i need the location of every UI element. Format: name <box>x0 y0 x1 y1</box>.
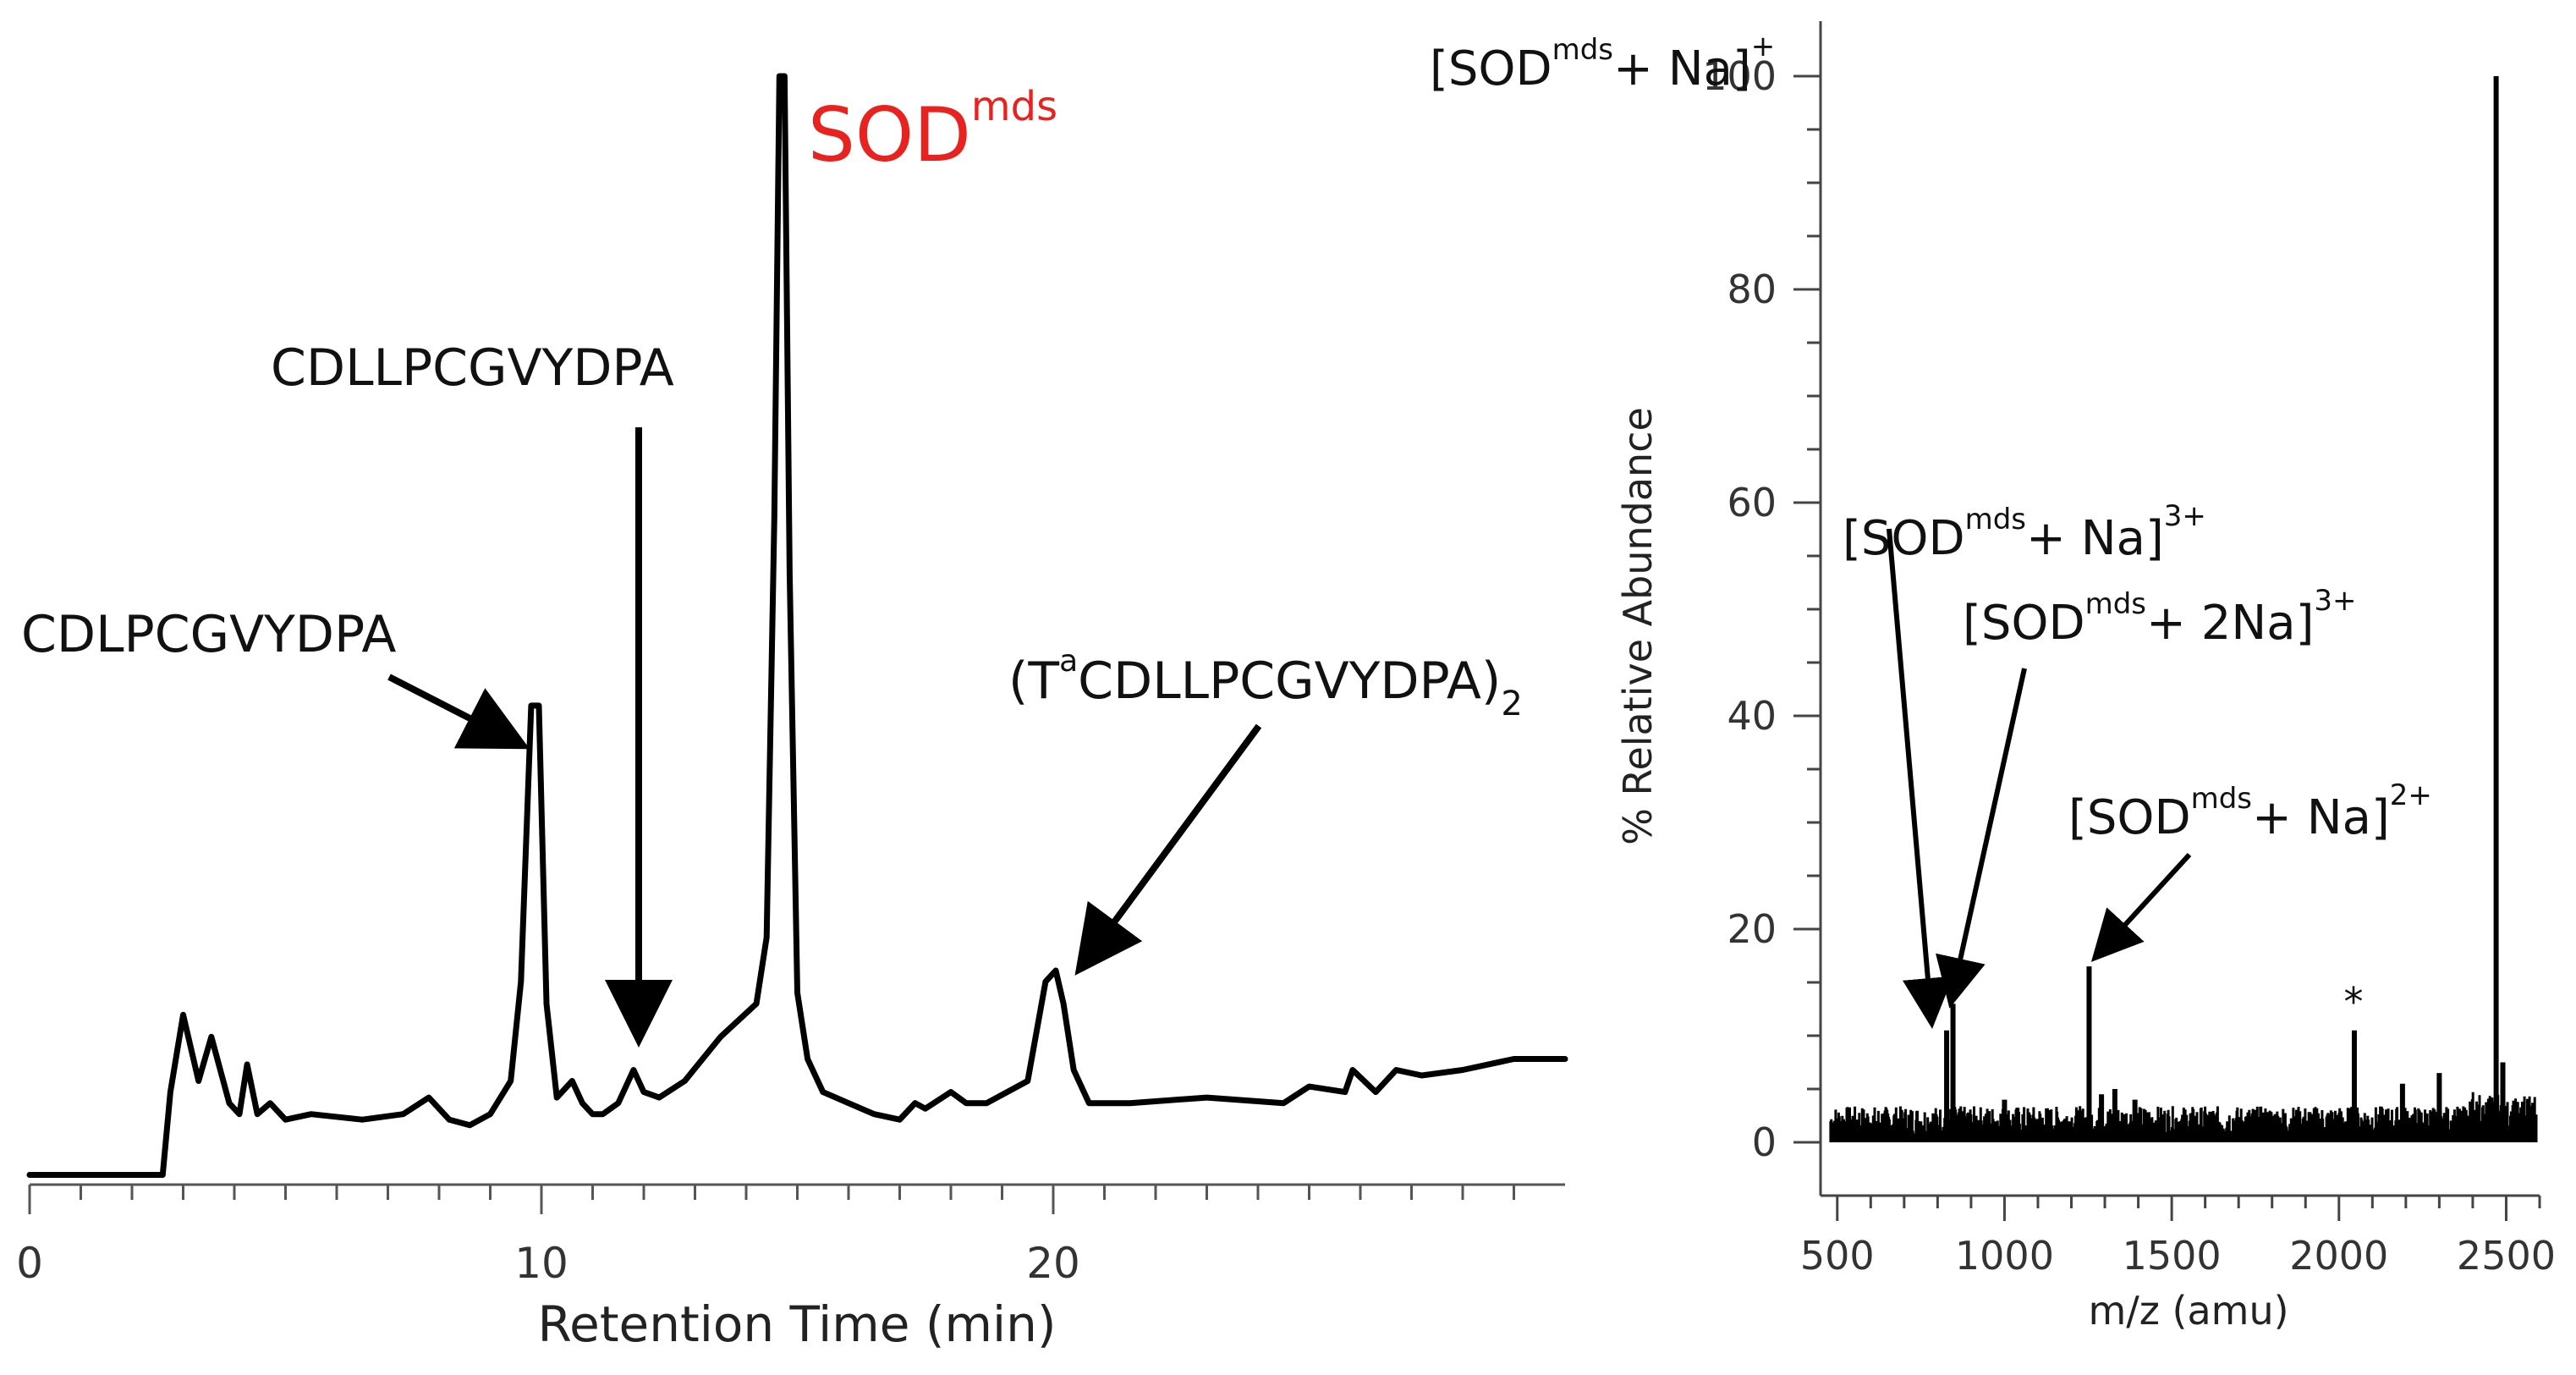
asterisk-marker: * <box>2344 979 2364 1025</box>
ann-3-sup: mds <box>2191 782 2252 816</box>
ms-y-tick-label: 100 <box>1702 53 1777 99</box>
lc-chromatogram-trace <box>26 73 1568 1178</box>
ms-x-tick-label: 500 <box>1800 1233 1875 1279</box>
ann-2-sup: mds <box>2085 587 2146 621</box>
lc-tick-label: 0 <box>16 1239 43 1288</box>
ms-y-axis-title: % Relative Abundance <box>1615 407 1661 845</box>
ann-3-tail: + Na] <box>2252 790 2390 845</box>
dimer-prefix: (T <box>1008 652 1059 711</box>
annotation-sod-na-plus: [SODmds+ Na]+ <box>1430 30 1775 96</box>
ms-x-ticks: 500 1000 1500 2000 2500 <box>1800 1196 2556 1279</box>
ms-x-tick-label: 2500 <box>2457 1233 2556 1279</box>
ann-1-charge: 3+ <box>2164 499 2206 533</box>
ann-0-charge: + <box>1751 30 1776 63</box>
ann-2-charge: 3+ <box>2314 584 2356 618</box>
dimer-body: CDLLPCGVYDPA) <box>1078 652 1501 711</box>
peak-label-cdllpcgvydpa: CDLLPCGVYDPA <box>271 338 674 398</box>
dimer-subscript: 2 <box>1501 685 1522 723</box>
ms-y-tick-label: 0 <box>1752 1119 1777 1165</box>
ms-noise-trace <box>1829 1092 2538 1142</box>
lc-tick-label: 20 <box>1026 1239 1080 1288</box>
ms-y-tick-label: 40 <box>1727 693 1777 739</box>
ann-1-tail: + Na] <box>2026 511 2164 566</box>
lc-tick-label: 10 <box>514 1239 568 1288</box>
ms-x-tick-label: 1000 <box>1955 1233 2054 1279</box>
peak-label-sod-mds: SODmds <box>808 83 1057 179</box>
arrow-to-na-2plus-peak <box>2090 852 2192 962</box>
ann-1-sup: mds <box>1965 503 2026 536</box>
arrow-to-2na-3plus-peak <box>1936 668 2027 1009</box>
ann-3-charge: 2+ <box>2390 778 2432 812</box>
ms-baseline-noise <box>1829 1092 2538 1142</box>
peak-label-dimer: (TaCDLLPCGVYDPA)2 <box>1008 644 1523 723</box>
mds-superscript: mds <box>971 83 1057 130</box>
arrow-to-na-3plus-peak <box>1887 528 1953 1029</box>
ms-x-axis-title: m/z (amu) <box>2088 1288 2288 1334</box>
mass-spectrum-chart: 0 20 40 60 80 100 500 1000 1500 2000 2500 m/z (am… <box>1430 21 2556 1334</box>
arrow-to-dimer-peak <box>1074 723 1262 976</box>
ann-0-open: [SOD <box>1430 41 1552 96</box>
ann-0-sup: mds <box>1552 33 1613 67</box>
ms-x-tick-label: 2000 <box>2289 1233 2388 1279</box>
arrow-to-cdlpcgvydpa-peak <box>387 674 530 750</box>
peak-label-cdlpcgvydpa: CDLPCGVYDPA <box>21 605 396 664</box>
lc-x-ticks: 0 10 20 <box>16 1185 1515 1288</box>
ann-2-open: [SOD <box>1963 596 2085 651</box>
ms-y-ticks: 0 20 40 60 80 100 <box>1702 53 1821 1165</box>
ann-3-open: [SOD <box>2068 790 2191 845</box>
annotation-sod-2na-3plus: [SODmds+ 2Na]3+ <box>1963 584 2357 651</box>
ann-0-tail: + Na] <box>1613 41 1751 96</box>
chromatogram-chart: 0 10 20 Retention Time (min) CDLPCGVYDPA C… <box>16 73 1568 1353</box>
dimer-superscript: a <box>1059 644 1078 679</box>
ms-y-tick-label: 20 <box>1727 906 1777 952</box>
ann-2-tail: + 2Na] <box>2146 596 2314 651</box>
annotation-sod-na-2plus: [SODmds+ Na]2+ <box>2068 778 2432 845</box>
ms-y-tick-label: 80 <box>1727 267 1777 312</box>
ann-1-open: [SOD <box>1843 511 1965 566</box>
lc-x-axis-title: Retention Time (min) <box>537 1295 1056 1353</box>
sod-text: SOD <box>808 91 971 179</box>
ms-x-tick-label: 1500 <box>2123 1233 2222 1279</box>
annotation-sod-na-3plus: [SODmds+ Na]3+ <box>1843 499 2206 566</box>
ms-y-tick-label: 60 <box>1727 480 1777 525</box>
